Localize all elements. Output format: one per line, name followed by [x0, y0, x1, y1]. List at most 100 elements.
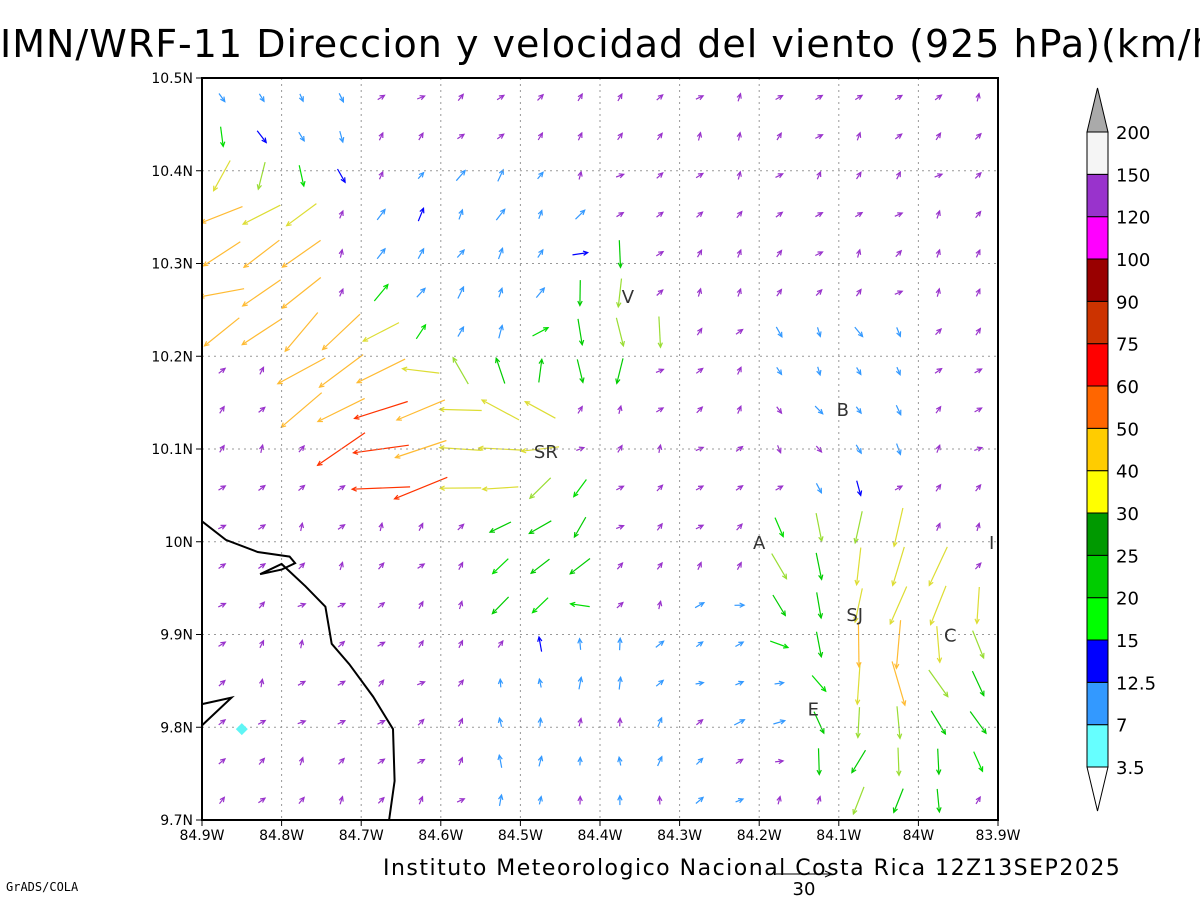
wind-vector	[495, 356, 506, 384]
wind-vector	[974, 446, 984, 452]
wind-vector	[218, 367, 227, 374]
wind-vector	[242, 239, 280, 269]
wind-vector	[458, 717, 464, 727]
wind-vector	[815, 288, 823, 297]
wind-vector	[656, 93, 664, 101]
colorbar-top-arrow	[1086, 87, 1109, 133]
wind-vector	[735, 680, 745, 686]
colorbar-label: 30	[1116, 504, 1139, 525]
wind-vector	[655, 368, 665, 374]
wind-vector	[218, 602, 227, 608]
wind-vector	[577, 637, 583, 650]
wind-vector	[855, 288, 862, 297]
wind-vector	[854, 547, 862, 587]
institution-credit: Instituto Meteorologico Nacional Costa R…	[383, 856, 1122, 881]
wind-vector	[577, 676, 584, 690]
wind-vector	[497, 247, 504, 260]
wind-vector	[695, 641, 704, 648]
city-label: SJ	[846, 605, 863, 626]
wind-vector	[457, 93, 465, 101]
wind-vector	[497, 639, 504, 648]
wind-vector	[772, 594, 787, 617]
wind-vector	[935, 209, 941, 219]
wind-vector	[974, 562, 982, 570]
wind-vector	[378, 131, 384, 141]
wind-vector	[378, 562, 385, 570]
wind-vector	[218, 641, 227, 647]
lon-tick-label: 84.6W	[418, 828, 463, 844]
wind-vector	[974, 132, 982, 140]
wind-vector	[241, 204, 281, 225]
wind-vector	[775, 173, 784, 179]
wind-vector	[202, 206, 243, 224]
wind-vector	[336, 168, 346, 184]
wind-vector	[298, 796, 305, 804]
wind-vector	[972, 630, 985, 660]
wind-vector	[577, 280, 583, 307]
wind-vector	[259, 366, 265, 375]
wind-vector	[418, 795, 424, 805]
wind-vector	[338, 561, 344, 571]
colorbar-swatch	[1086, 131, 1109, 175]
wind-vector	[936, 788, 942, 814]
wind-vector	[974, 171, 982, 179]
wind-vector	[497, 677, 504, 688]
wind-vector	[657, 316, 663, 349]
wind-vector	[338, 795, 344, 805]
wind-vector	[928, 669, 949, 698]
wind-vector	[297, 719, 307, 726]
colorbar-swatch	[1086, 597, 1109, 641]
wind-vector	[776, 795, 782, 805]
colorbar-swatch	[1086, 470, 1109, 514]
wind-vector	[285, 203, 317, 227]
colorbar-swatch	[1086, 639, 1109, 683]
wind-vector	[373, 283, 389, 302]
city-labels: V B SR A I SJ C E	[534, 287, 994, 721]
wind-vector	[974, 368, 983, 374]
wind-vector	[218, 679, 226, 687]
wind-vector	[498, 286, 504, 298]
colorbar-swatch	[1086, 300, 1109, 345]
wind-vector	[256, 161, 266, 191]
wind-vector	[975, 483, 982, 492]
wind-vector	[815, 134, 824, 140]
lat-tick-label: 9.8N	[160, 720, 193, 736]
wind-vector	[815, 251, 824, 257]
colorbar-label: 200	[1116, 123, 1150, 144]
city-label: C	[944, 626, 957, 647]
colorbar-label: 60	[1116, 377, 1139, 398]
wind-vector	[695, 680, 705, 686]
lon-tick-label: 84.9W	[179, 828, 224, 844]
city-label: A	[753, 533, 766, 554]
wind-vector	[854, 211, 864, 218]
wind-vector	[892, 788, 904, 814]
colorbar-swatch	[1086, 681, 1109, 726]
wind-vector	[528, 477, 552, 500]
wind-vector	[615, 173, 626, 179]
wind-vector	[617, 240, 624, 269]
wind-vector	[975, 521, 981, 532]
wind-vector	[338, 93, 345, 104]
wind-vector	[537, 635, 543, 652]
wind-vector	[298, 444, 306, 453]
wind-vector	[452, 356, 469, 385]
lat-tick-label: 9.9N	[160, 628, 193, 644]
wind-vector	[575, 209, 586, 220]
wind-vector	[696, 561, 702, 571]
wind-vector	[376, 247, 386, 260]
lat-tick-label: 10.5N	[151, 71, 193, 87]
wind-vector	[813, 711, 825, 735]
wind-vector	[657, 716, 663, 728]
lon-tick-label: 84.8W	[259, 828, 304, 844]
wind-vector	[811, 675, 827, 693]
wind-vector	[735, 328, 744, 335]
wind-vector	[696, 327, 703, 336]
wind-vector	[769, 640, 790, 649]
wind-vector	[616, 562, 624, 570]
wind-vector	[851, 749, 867, 774]
wind-vector	[892, 507, 904, 548]
wind-vector	[894, 620, 902, 670]
wind-vector	[394, 439, 447, 459]
wind-vector	[974, 586, 980, 625]
wind-vector	[577, 756, 583, 766]
